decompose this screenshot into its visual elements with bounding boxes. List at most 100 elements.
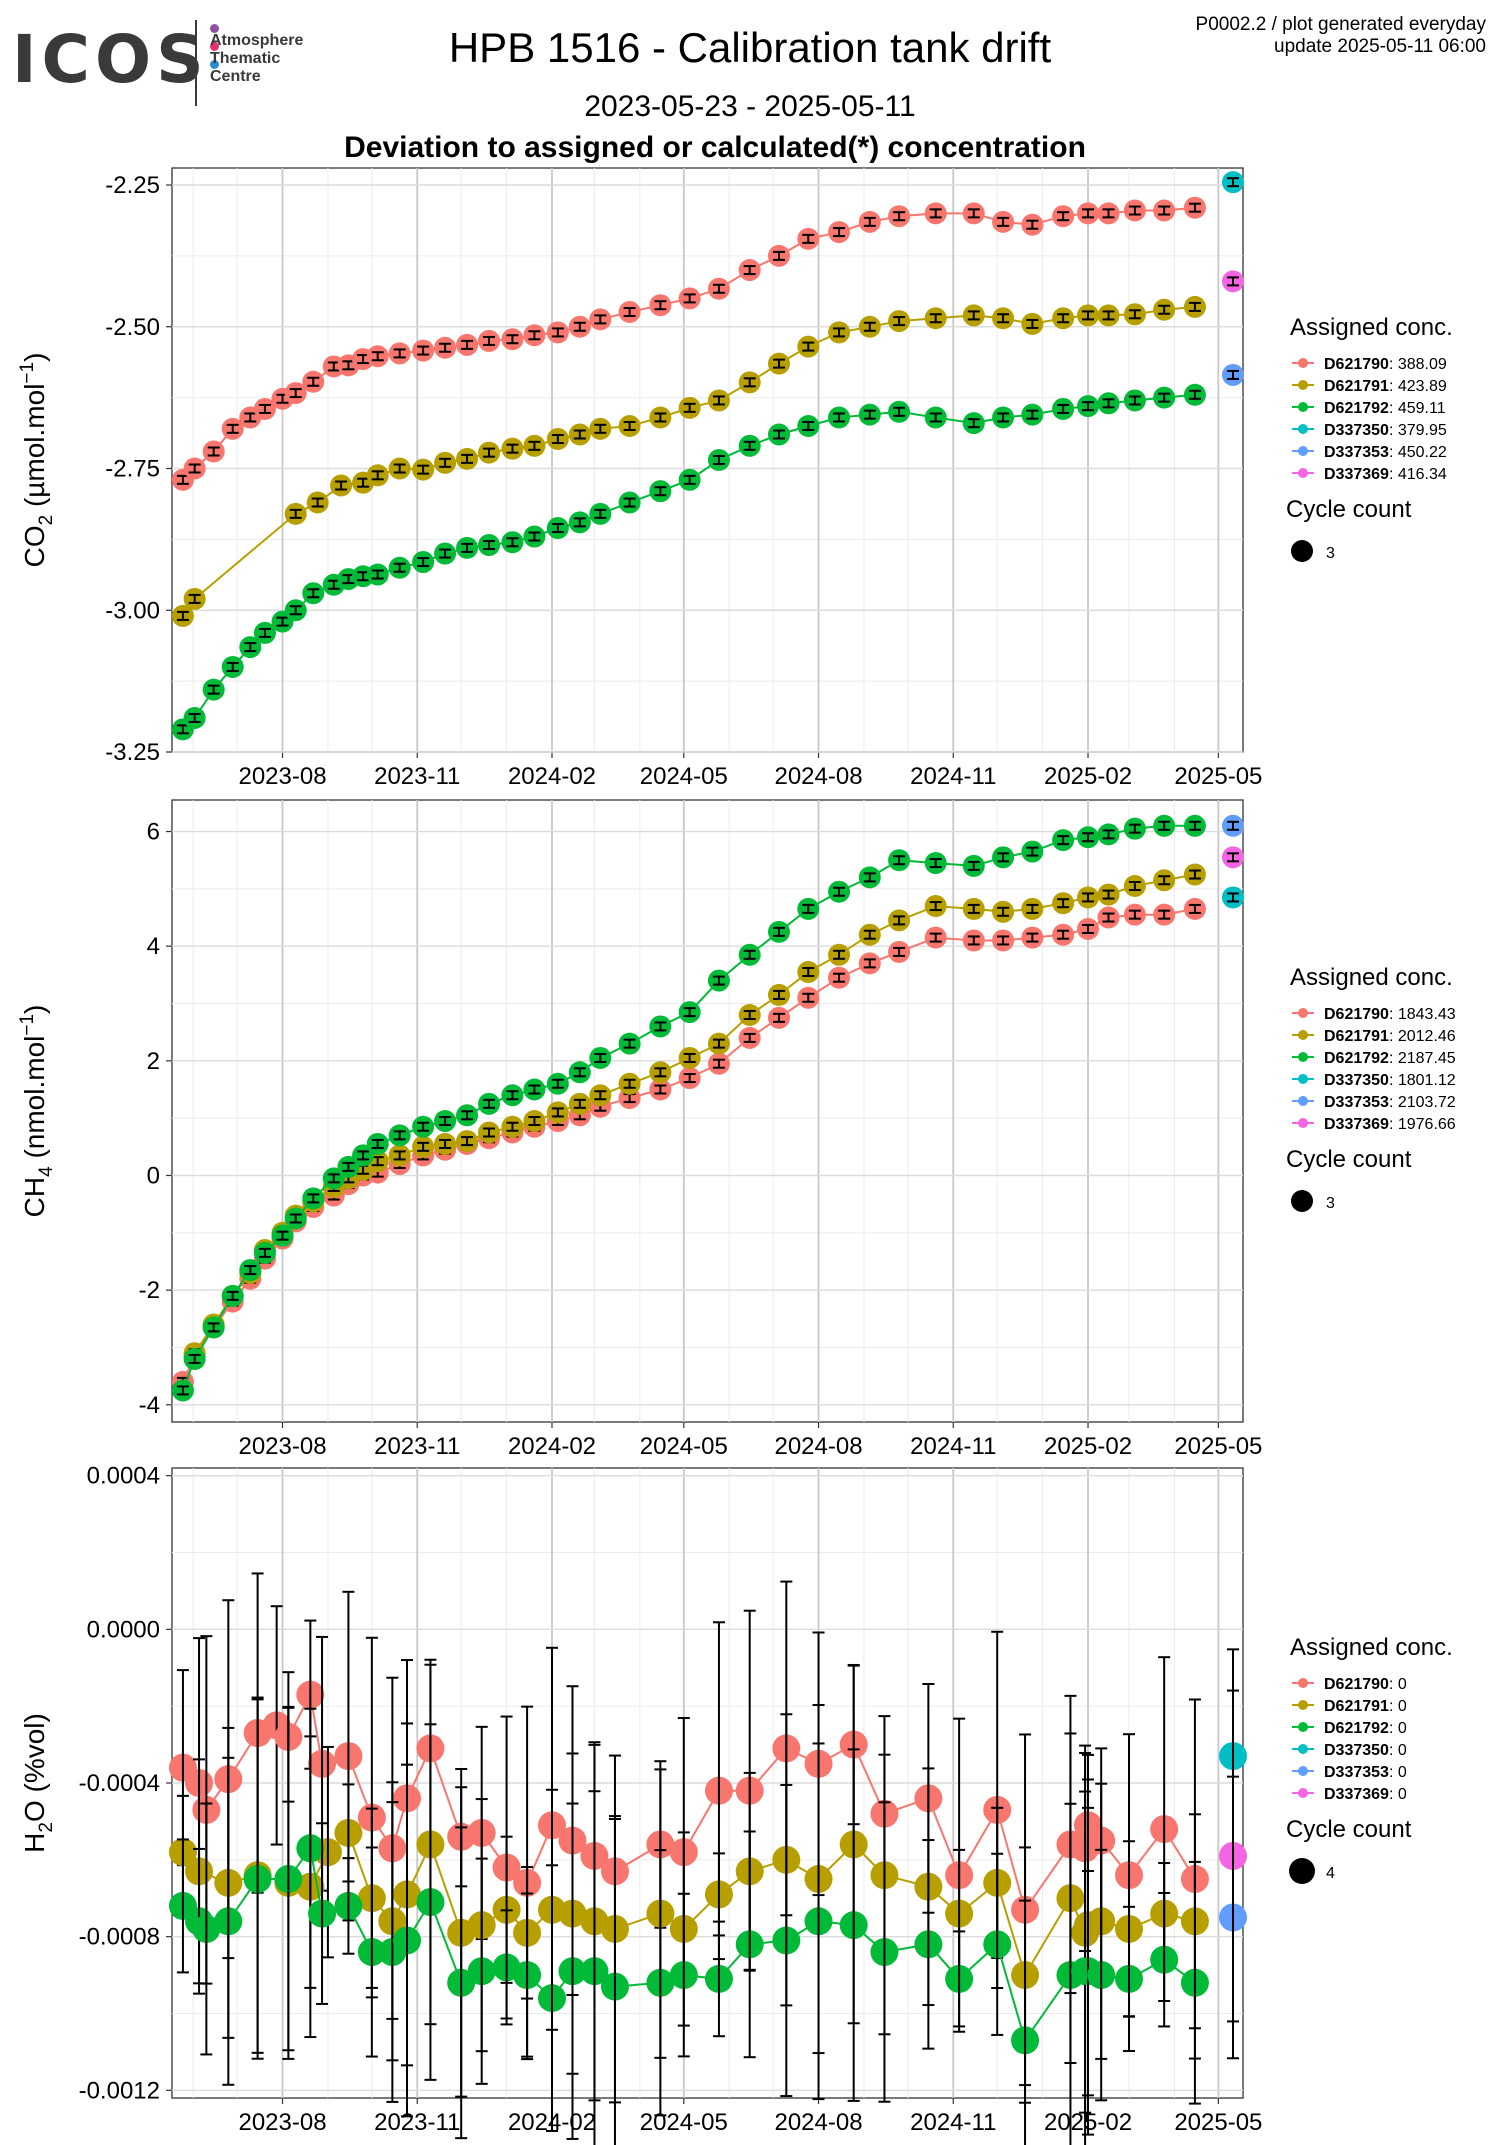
x-tick-label: 2024-08 xyxy=(774,2109,862,2136)
legend-key-point xyxy=(1298,380,1308,390)
y-tick-label: -2 xyxy=(139,1277,160,1304)
x-tick-label: 2024-08 xyxy=(774,763,862,790)
date-range: 2023-05-23 - 2025-05-11 xyxy=(584,90,916,123)
legend-series-value: : 0 xyxy=(1389,1764,1407,1781)
legend-item-label: D621791: 2012.46 xyxy=(1324,1028,1456,1045)
x-tick-label: 2025-02 xyxy=(1044,1433,1132,1460)
logo-dot xyxy=(210,42,219,51)
y-axis-label-part: H xyxy=(19,1833,50,1853)
logo-sub-line: Thematic xyxy=(210,50,281,67)
y-tick-label: -4 xyxy=(139,1392,160,1419)
y-axis-label-part: 2 xyxy=(36,1822,57,1833)
y-axis-label-part: −1 xyxy=(17,362,38,384)
legend-series-value: : 0 xyxy=(1389,1786,1407,1803)
legend-title: Assigned conc. xyxy=(1290,964,1453,991)
legend-item-label: D337353: 450.22 xyxy=(1324,444,1447,461)
y-tick-label: -3.00 xyxy=(105,597,160,624)
x-tick-label: 2023-08 xyxy=(238,763,326,790)
y-tick-label: 4 xyxy=(147,933,160,960)
y-tick-label: -0.0012 xyxy=(79,2077,160,2104)
x-tick-label: 2024-05 xyxy=(640,2109,728,2136)
legend-key-point xyxy=(1298,1118,1308,1128)
legend-series-name: D337369 xyxy=(1324,466,1389,483)
legend-series-name: D337369 xyxy=(1324,1786,1389,1803)
y-tick-label: 0 xyxy=(147,1162,160,1189)
y-axis-label-part: −1 xyxy=(17,1014,38,1036)
logo-wordmark: ICOS xyxy=(12,21,209,98)
legend-key-point xyxy=(1298,1722,1308,1732)
x-tick-label: 2024-05 xyxy=(640,763,728,790)
legend-series-value: : 2187.45 xyxy=(1389,1050,1456,1067)
logo-sub-line: Atmosphere xyxy=(210,32,304,49)
legend-key-point xyxy=(1298,446,1308,456)
legend-series-value: : 0 xyxy=(1389,1676,1407,1693)
legend-key-point xyxy=(1298,424,1308,434)
legend-series-value: : 379.95 xyxy=(1389,422,1447,439)
x-tick-label: 2023-08 xyxy=(238,2109,326,2136)
legend-series-value: : 0 xyxy=(1389,1698,1407,1715)
x-tick-label: 2023-11 xyxy=(374,2109,460,2136)
y-axis-label-part: CO xyxy=(19,525,50,567)
y-tick-label: -0.0008 xyxy=(79,1924,160,1951)
y-tick-label: -0.0004 xyxy=(79,1770,160,1797)
legend-series-name: D621791 xyxy=(1324,1698,1389,1715)
legend-key-point xyxy=(1298,1766,1308,1776)
x-tick-label: 2025-05 xyxy=(1174,2109,1262,2136)
legend-series-name: D621791 xyxy=(1324,378,1389,395)
legend-item-label: D621790: 1843.43 xyxy=(1324,1006,1456,1023)
legend-size-value: 3 xyxy=(1326,545,1335,562)
legend-item-label: D621792: 2187.45 xyxy=(1324,1050,1456,1067)
x-tick-label: 2025-05 xyxy=(1174,763,1262,790)
legend-size-value: 4 xyxy=(1326,1865,1335,1882)
legend-key-point xyxy=(1298,1052,1308,1062)
legend-series-name: D621792 xyxy=(1324,1720,1389,1737)
legend-title: Assigned conc. xyxy=(1290,1634,1453,1661)
legend-item-label: D621791: 0 xyxy=(1324,1698,1407,1715)
legend-series-value: : 0 xyxy=(1389,1720,1407,1737)
y-axis-label-part: ) xyxy=(19,353,50,362)
legend-series-value: : 0 xyxy=(1389,1742,1407,1759)
legend-item-label: D337369: 416.34 xyxy=(1324,466,1447,483)
legend-item-label: D337369: 1976.66 xyxy=(1324,1116,1456,1133)
legend-size-point xyxy=(1289,1858,1315,1884)
legend-key-point xyxy=(1298,1030,1308,1040)
legend-key-point xyxy=(1298,1788,1308,1798)
legend-series-name: D621791 xyxy=(1324,1028,1389,1045)
legend-item-label: D337350: 1801.12 xyxy=(1324,1072,1456,1089)
legend-series-name: D337353 xyxy=(1324,444,1389,461)
legend-series-value: : 459.11 xyxy=(1389,400,1446,417)
legend-series-value: : 1843.43 xyxy=(1389,1006,1456,1023)
y-axis-label: H2O (%vol) xyxy=(19,1713,57,1853)
y-axis-label-part: (µmol.mol xyxy=(19,384,50,515)
y-axis-label-part: 4 xyxy=(36,1166,57,1177)
x-tick-label: 2024-05 xyxy=(640,1433,728,1460)
legend-item-label: D621792: 0 xyxy=(1324,1720,1407,1737)
legend-series-name: D621790 xyxy=(1324,1676,1389,1693)
legend-series-name: D337350 xyxy=(1324,422,1389,439)
plot-info-line: update 2025-05-11 06:00 xyxy=(1274,36,1486,57)
legend-item-label: D621791: 423.89 xyxy=(1324,378,1447,395)
legend-size-point xyxy=(1291,1190,1313,1212)
y-axis-label-part: ) xyxy=(19,1005,50,1014)
logo-dots xyxy=(210,20,222,74)
y-tick-label: -2.50 xyxy=(105,314,160,341)
legend-series-value: : 2012.46 xyxy=(1389,1028,1456,1045)
legend-size-title: Cycle count xyxy=(1286,1146,1412,1173)
legend-size-title: Cycle count xyxy=(1286,1816,1412,1843)
legend-series-name: D621792 xyxy=(1324,1050,1389,1067)
legend-key-point xyxy=(1298,402,1308,412)
y-axis-label-part: O (%vol) xyxy=(19,1713,50,1822)
legend-item-label: D337350: 379.95 xyxy=(1324,422,1447,439)
x-tick-label: 2023-11 xyxy=(374,1433,460,1460)
logo-sub-line: Centre xyxy=(210,68,261,85)
legend-series-value: : 1976.66 xyxy=(1389,1116,1456,1133)
legend-series-name: D621792 xyxy=(1324,400,1389,417)
legend-series-value: : 1801.12 xyxy=(1389,1072,1456,1089)
legend-item-label: D337353: 2103.72 xyxy=(1324,1094,1456,1111)
y-tick-label: 0.0000 xyxy=(87,1616,160,1643)
y-tick-label: -2.75 xyxy=(105,456,160,483)
x-tick-label: 2024-08 xyxy=(774,1433,862,1460)
y-tick-label: 2 xyxy=(147,1048,160,1075)
plot-info-line: P0002.2 / plot generated everyday xyxy=(1195,14,1486,35)
